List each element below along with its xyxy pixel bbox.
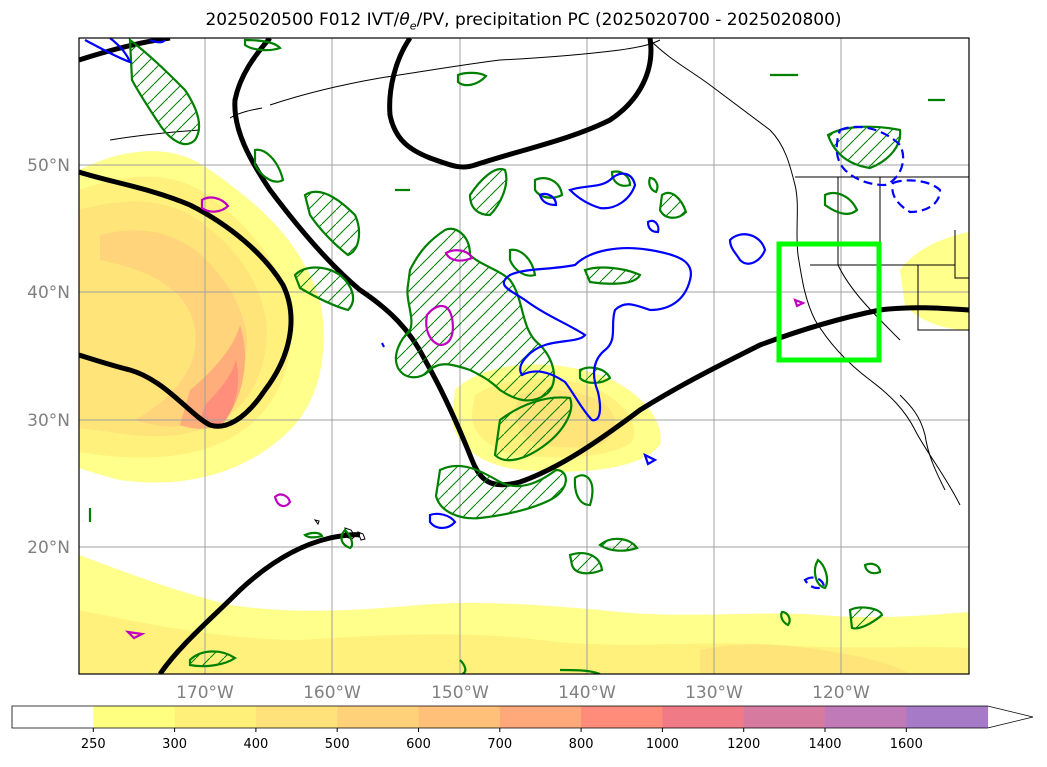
latitude-labels: 50°N 40°N 30°N 20°N [27, 156, 70, 558]
pv-positive-regions [88, 38, 945, 674]
longitude-labels: 170°W 160°W 150°W 140°W 130°W 120°W [176, 683, 870, 703]
colorbar-segment [93, 706, 176, 728]
pv-negative-dashed [803, 125, 942, 590]
colorbar-tick-label: 700 [487, 737, 512, 752]
lon-label-130w: 130°W [685, 683, 743, 703]
lat-label-30n: 30°N [27, 411, 70, 431]
ivt-shading [79, 151, 969, 674]
colorbar-segment [906, 706, 989, 728]
map-frame [78, 37, 970, 675]
colorbar-segment [12, 706, 94, 728]
colorbar-segment [825, 706, 907, 728]
colorbar-tick-label: 1400 [808, 737, 841, 752]
ivt-colorbar: 250 300 400 500 600 700 800 1000 1200 1400 1600 [11, 705, 1034, 752]
lon-label-170w: 170°W [176, 683, 234, 703]
title-prefix: 2025020500 F012 IVT/ [205, 10, 400, 30]
lat-label-40n: 40°N [27, 283, 70, 303]
colorbar-tick-label: 500 [325, 737, 350, 752]
colorbar-segment [499, 706, 582, 728]
chart-title: 2025020500 F012 IVT/θe/PV, precipitation… [0, 10, 1047, 32]
lon-label-140w: 140°W [558, 683, 616, 703]
target-domain-box [776, 241, 882, 363]
title-sub: e [409, 19, 417, 33]
colorbar-segment [662, 706, 745, 728]
lon-label-150w: 150°W [431, 683, 489, 703]
colorbar-tick-label: 400 [243, 737, 268, 752]
colorbar-segment [337, 706, 419, 728]
pv-negative-regions [84, 38, 767, 530]
gridlines [79, 38, 969, 674]
colorbar-tick-label: 250 [81, 737, 106, 752]
theta-e-contours [79, 38, 969, 674]
colorbar-tick-label: 800 [569, 737, 594, 752]
colorbar-tick-label: 1600 [890, 737, 923, 752]
colorbar-segment [174, 706, 257, 728]
lon-label-160w: 160°W [303, 683, 361, 703]
title-theta: θ [399, 10, 410, 30]
colorbar-tick-label: 1000 [646, 737, 679, 752]
lon-label-120w: 120°W [812, 683, 870, 703]
colorbar-tick-label: 600 [406, 737, 431, 752]
lat-label-50n: 50°N [27, 156, 70, 176]
title-suffix: /PV, precipitation PC (2025020700 - 2025… [416, 10, 842, 30]
colorbar-segment [581, 706, 663, 728]
colorbar-segment [255, 706, 338, 728]
colorbar-tick-label: 300 [162, 737, 187, 752]
coastlines [109, 39, 969, 541]
colorbar-segment [743, 706, 826, 728]
precip-pc-contours [124, 196, 806, 640]
colorbar-outline [11, 705, 1034, 729]
colorbar-segment [418, 706, 501, 728]
colorbar-tick-label: 1200 [727, 737, 760, 752]
lat-label-20n: 20°N [27, 538, 70, 558]
